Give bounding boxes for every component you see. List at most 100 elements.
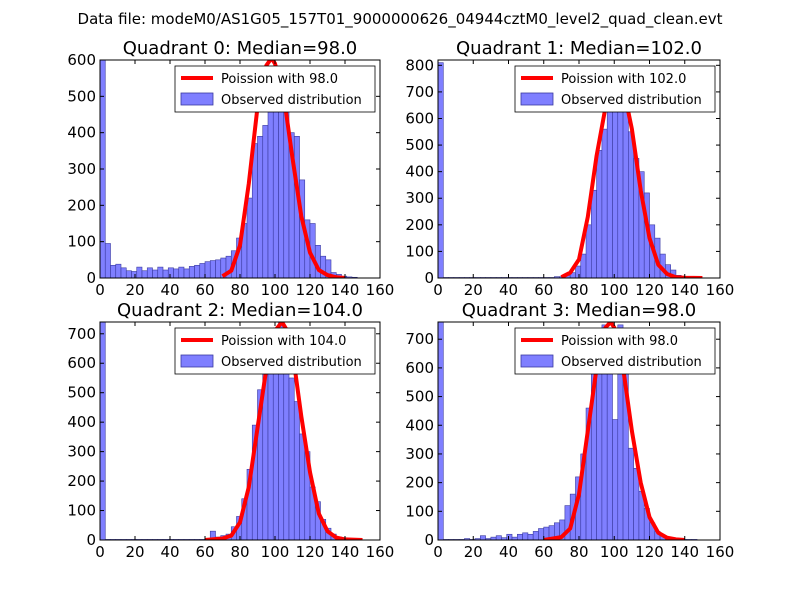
histogram-bar (141, 270, 148, 278)
x-tick-label: 160 (706, 543, 735, 561)
y-tick-label: 700 (405, 330, 434, 348)
legend-bar-label: Observed distribution (561, 355, 702, 370)
y-tick-label: 500 (67, 87, 96, 105)
x-tick-label: 20 (125, 543, 144, 561)
histogram-bar (246, 197, 253, 278)
x-tick-label: 80 (569, 281, 588, 299)
y-tick-label: 200 (67, 196, 96, 214)
x-tick-label: 20 (125, 281, 144, 299)
x-tick-label: 40 (499, 281, 518, 299)
histogram-bar (209, 260, 216, 278)
y-tick-label: 500 (67, 384, 96, 402)
legend: Poission with 102.0 Observed distribution (514, 65, 716, 113)
x-tick-label: 160 (366, 543, 395, 561)
histogram-bar (438, 62, 444, 278)
histogram-bar (517, 533, 523, 540)
histogram-bar (601, 128, 608, 278)
histogram-bar (120, 267, 127, 278)
histogram-bar (173, 268, 180, 278)
histogram-bar (495, 535, 502, 540)
histogram-bar (209, 530, 216, 540)
histogram-bar (622, 104, 629, 278)
bars (438, 322, 698, 540)
y-tick-label: 0 (86, 531, 96, 549)
x-tick-label: 60 (534, 543, 553, 561)
histogram-bar (125, 270, 132, 278)
x-tick-label: 120 (296, 281, 325, 299)
x-tick-label: 60 (534, 281, 553, 299)
x-tick-label: 80 (569, 543, 588, 561)
histogram-bar (532, 531, 539, 540)
histogram-bar (162, 269, 169, 278)
y-tick-label: 600 (405, 359, 434, 377)
x-tick-label: 80 (230, 281, 249, 299)
y-tick-label: 100 (67, 233, 96, 251)
y-tick-label: 600 (67, 354, 96, 372)
histogram-bar (288, 377, 295, 540)
x-tick-label: 140 (670, 281, 699, 299)
histogram-bar (262, 125, 269, 278)
x-tick-label: 100 (261, 543, 290, 561)
y-tick-label: 300 (405, 189, 434, 207)
histogram-bar (267, 96, 274, 278)
panels: 0 20 40 60 80 100 120 140 1600100200300400500600… (67, 38, 734, 561)
histogram-bar (115, 263, 122, 278)
x-tick-label: 40 (499, 543, 518, 561)
x-tick-label: 120 (635, 543, 664, 561)
histogram-bar (479, 535, 486, 540)
y-tick-label: 300 (67, 443, 96, 461)
histogram-bar (612, 419, 619, 540)
x-tick-label: 0 (433, 543, 443, 561)
x-tick-label: 0 (95, 281, 105, 299)
x-tick-label: 40 (160, 281, 179, 299)
chart-title: Quadrant 1: Median=102.0 (456, 38, 702, 59)
legend-bar-label: Observed distribution (561, 93, 702, 108)
histogram-bar (606, 91, 613, 278)
y-tick-label: 700 (405, 83, 434, 101)
x-tick-label: 0 (95, 543, 105, 561)
histogram-bar (110, 264, 117, 278)
histogram-bar (215, 259, 222, 278)
histogram-bar (606, 361, 613, 540)
y-tick-label: 500 (405, 136, 434, 154)
histogram-bar (136, 266, 143, 278)
histogram-bar (146, 267, 153, 278)
legend-line-label: Poission with 98.0 (221, 72, 338, 87)
y-tick-label: 700 (67, 325, 96, 343)
histogram-bar (506, 533, 513, 540)
histogram-bar (104, 243, 111, 278)
x-tick-label: 60 (195, 543, 214, 561)
x-tick-label: 60 (195, 281, 214, 299)
histogram-bar (131, 271, 138, 278)
histogram-bar (628, 131, 634, 278)
figure-suptitle: Data file: modeM0/AS1G05_157T01_90000006… (78, 10, 723, 29)
x-tick-label: 0 (433, 281, 443, 299)
y-tick-label: 500 (405, 388, 434, 406)
x-tick-label: 120 (296, 543, 325, 561)
panel-quadrant-1: 0 20 40 60 80 100 120 140 160 0 100 200 300 400 500 600… (405, 38, 734, 299)
y-tick-label: 800 (405, 56, 434, 74)
legend-line-label: Poission with 98.0 (561, 334, 678, 349)
chart-title: Quadrant 2: Median=104.0 (117, 300, 363, 321)
panel-quadrant-0: 0 20 40 60 80 100 120 140 160 0 100 200 300 400 500 600… (67, 38, 394, 299)
histogram-bar (194, 264, 201, 278)
y-tick-label: 200 (405, 216, 434, 234)
x-tick-label: 140 (670, 543, 699, 561)
histogram-bar (293, 401, 300, 540)
legend: Poission with 98.0 Observed distribution (514, 327, 716, 375)
legend-bar-label: Observed distribution (221, 93, 362, 108)
y-tick-label: 300 (67, 160, 96, 178)
histogram-bar (167, 267, 174, 278)
histogram-bar (199, 263, 206, 278)
panel-quadrant-2: 0 20 40 60 80 100 120 140 160 0 100 200 300 400 500 600… (67, 300, 394, 561)
x-tick-label: 80 (230, 543, 249, 561)
legend-bar-label: Observed distribution (221, 355, 362, 370)
histogram-bar (152, 269, 159, 278)
y-tick-label: 100 (67, 502, 96, 520)
x-tick-label: 160 (706, 281, 735, 299)
histogram-bar (575, 265, 582, 278)
histogram-bar (188, 266, 195, 278)
x-tick-label: 100 (600, 281, 629, 299)
histogram-bar (325, 259, 332, 278)
